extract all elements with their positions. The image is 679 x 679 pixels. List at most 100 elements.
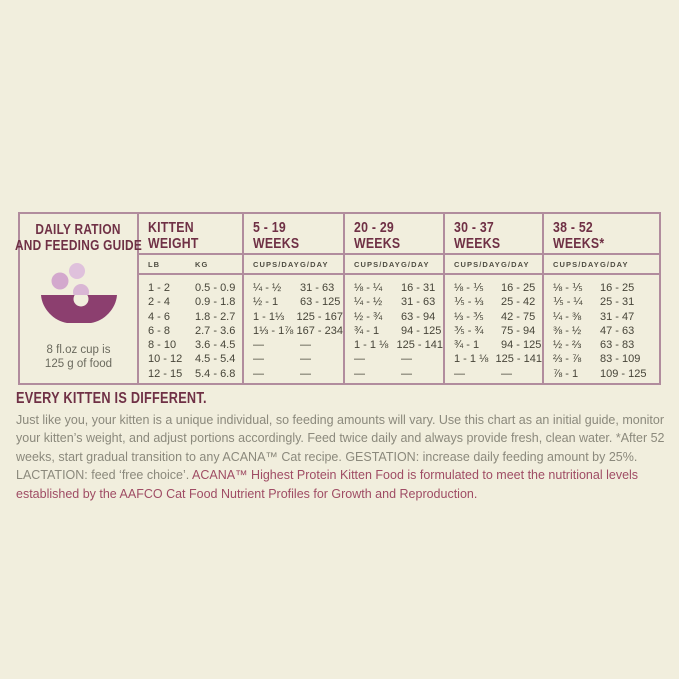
table-row: ¼ - ⅜ 31 - 47: [544, 310, 659, 324]
column-title-line2: WEIGHT: [148, 234, 199, 252]
table-cell: 63 - 94: [401, 310, 436, 323]
table-cell: 8 - 10: [148, 339, 177, 352]
table-cell: 42 - 75: [501, 310, 536, 323]
table-row: 8 - 10 3.6 - 4.5: [139, 338, 242, 352]
table-row: ¾ - 1 94 - 125: [445, 338, 542, 352]
table-cell: —: [454, 367, 465, 380]
table-cell: —: [401, 353, 412, 366]
footer-paragraph: Just like you, your kitten is a unique i…: [16, 411, 667, 503]
column-rows: ⅛ - ¼ 16 - 31 ¼ - ½ 31 - 63 ½ - ¾ 63 - 94 ¾ - …: [345, 275, 443, 381]
table-cell: 125 - 141: [495, 353, 542, 366]
column-title-line2: WEEKS: [354, 234, 401, 252]
panel-title-line2: AND FEEDING GUIDE: [14, 237, 143, 254]
column-title-line1: 30 - 37: [454, 219, 495, 236]
table-row: ⅕ - ¼ 25 - 31: [544, 295, 659, 309]
table-cell: ⅛ - ⅕: [454, 282, 484, 294]
cup-measure-caption: 8 fl.oz cup is 125 g of food: [45, 343, 112, 383]
column-rows: ¼ - ½ 31 - 63 ½ - 1 63 - 125 1 - 1⅓ 125 - 167…: [244, 275, 343, 381]
table-cell: 0.9 - 1.8: [195, 296, 236, 309]
column-title: 20 - 29 WEEKS: [345, 214, 443, 255]
table-row: 1 - 1 ⅛ 125 - 141: [445, 352, 542, 366]
table-cell: 75 - 94: [501, 324, 536, 337]
table-row: 1 - 1⅓ 125 - 167: [244, 310, 343, 324]
table-row: 10 - 12 4.5 - 5.4: [139, 352, 242, 366]
footer-body-maroon: ACANA™ Highest Protein Kitten Food is fo…: [16, 468, 639, 501]
table-cell: —: [354, 367, 365, 380]
table-row: 4 - 6 1.8 - 2.7: [139, 310, 242, 324]
column-title-line2: WEEKS: [253, 234, 300, 252]
table-cell: ¾ - 1: [454, 339, 480, 352]
table-cell: ⅞ - 1: [553, 367, 579, 380]
table-cell: —: [501, 367, 512, 380]
table-cell: ¼ - ⅜: [553, 310, 582, 323]
column-subheader: CUPS/DAY G/DAY: [345, 255, 443, 275]
table-cell: 94 - 125: [501, 339, 542, 352]
table-cell: 1 - 1⅓: [253, 310, 285, 323]
table-row: ½ - 1 63 - 125: [244, 295, 343, 309]
table-cell: ¼ - ½: [354, 296, 383, 309]
column-title: 5 - 19 WEEKS: [244, 214, 343, 255]
table-row: 1⅓ - 1⅞ 167 - 234: [244, 324, 343, 338]
panel-title: DAILY RATION AND FEEDING GUIDE: [1, 214, 156, 254]
table-cell: 16 - 25: [600, 282, 635, 294]
table-cell: 1 - 1 ⅛: [354, 339, 389, 352]
column-subheader: LB KG: [139, 255, 242, 275]
column-weeks-5-19: 5 - 19 WEEKS CUPS/DAY G/DAY ¼ - ½ 31 - 63…: [242, 214, 343, 383]
table-row: ½ - ¾ 63 - 94: [345, 310, 443, 324]
table-cell: 25 - 31: [600, 296, 635, 309]
table-cell: ¼ - ½: [253, 282, 282, 294]
table-cell: ⅕ - ¼: [553, 296, 583, 309]
table-cell: 83 - 109: [600, 353, 641, 366]
table-cell: 1 - 2: [148, 282, 171, 294]
table-cell: ½ - 1: [253, 296, 279, 309]
subheader-cups: CUPS/DAY: [553, 259, 600, 269]
subheader-cups: CUPS/DAY: [454, 259, 501, 269]
table-row: 12 - 15 5.4 - 6.8: [139, 367, 242, 381]
cup-measure-line1: 8 fl.oz cup is: [46, 344, 111, 356]
table-cell: 125 - 141: [396, 339, 443, 352]
table-cell: 1 - 1 ⅛: [454, 353, 489, 366]
column-subheader: CUPS/DAY G/DAY: [544, 255, 659, 275]
column-rows: 1 - 2 0.5 - 0.9 2 - 4 0.9 - 1.8 4 - 6 1.8 - 2…: [139, 275, 242, 381]
table-row: ¼ - ½ 31 - 63: [345, 295, 443, 309]
table-cell: —: [401, 367, 412, 380]
table-cell: ⅕ - ⅓: [454, 296, 484, 309]
table-cell: 4.5 - 5.4: [195, 353, 236, 366]
table-cell: 2 - 4: [148, 296, 171, 309]
column-rows: ⅛ - ⅕ 16 - 25 ⅕ - ¼ 25 - 31 ¼ - ⅜ 31 - 47 ⅜ - …: [544, 275, 659, 381]
table-cell: ⅓ - ⅗: [454, 310, 484, 323]
table-cell: 1⅓ - 1⅞: [253, 324, 294, 337]
table-cell: ⅛ - ¼: [354, 282, 383, 294]
column-weeks-30-37: 30 - 37 WEEKS CUPS/DAY G/DAY ⅛ - ⅕ 16 - 2…: [443, 214, 542, 383]
table-row: ⅓ - ⅗ 42 - 75: [445, 310, 542, 324]
table-cell: ⅗ - ¾: [454, 324, 484, 337]
table-row: ⅛ - ⅕ 16 - 25: [445, 281, 542, 295]
table-cell: ½ - ⅔: [553, 339, 582, 352]
table-row: ⅞ - 1 109 - 125: [544, 367, 659, 381]
footer-heading-text: EVERY KITTEN IS DIFFERENT.: [16, 390, 207, 407]
table-cell: 94 - 125: [401, 324, 442, 337]
subheader-cups: CUPS/DAY: [253, 259, 300, 269]
table-cell: 63 - 125: [300, 296, 341, 309]
column-title: 30 - 37 WEEKS: [445, 214, 542, 255]
column-title: 38 - 52 WEEKS*: [544, 214, 659, 255]
feeding-guide-table: DAILY RATION AND FEEDING GUIDE 8 fl.oz c…: [15, 212, 661, 385]
table-row: — —: [345, 367, 443, 381]
table-row: ½ - ⅔ 63 - 83: [544, 338, 659, 352]
subheader-lb: LB: [148, 259, 161, 269]
table-row: — —: [445, 367, 542, 381]
table-row: 1 - 1 ⅛ 125 - 141: [345, 338, 443, 352]
footer-heading: EVERY KITTEN IS DIFFERENT.: [16, 390, 249, 408]
table-cell: 31 - 47: [600, 310, 635, 323]
table-cell: —: [354, 353, 365, 366]
table-cell: 6 - 8: [148, 324, 171, 337]
daily-ration-panel: DAILY RATION AND FEEDING GUIDE 8 fl.oz c…: [15, 214, 142, 383]
table-cell: 3.6 - 4.5: [195, 339, 236, 352]
table-cell: —: [253, 353, 264, 366]
table-cell: ½ - ¾: [354, 310, 383, 323]
cup-measure-line2: 125 g of food: [44, 358, 113, 370]
table-row: — —: [345, 352, 443, 366]
column-title-line1: 5 - 19: [253, 219, 286, 236]
table-row: ¾ - 1 94 - 125: [345, 324, 443, 338]
table-row: — —: [244, 352, 343, 366]
